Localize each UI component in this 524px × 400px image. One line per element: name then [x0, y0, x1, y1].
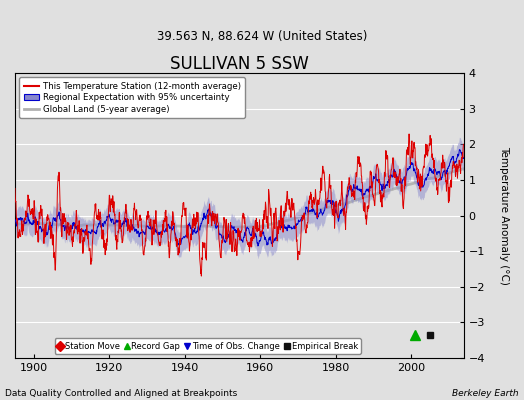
Text: 39.563 N, 88.624 W (United States): 39.563 N, 88.624 W (United States)	[157, 30, 367, 43]
Text: Berkeley Earth: Berkeley Earth	[452, 389, 519, 398]
Text: Data Quality Controlled and Aligned at Breakpoints: Data Quality Controlled and Aligned at B…	[5, 389, 237, 398]
Legend: Station Move, Record Gap, Time of Obs. Change, Empirical Break: Station Move, Record Gap, Time of Obs. C…	[55, 338, 361, 354]
Title: SULLIVAN 5 SSW: SULLIVAN 5 SSW	[170, 55, 309, 73]
Y-axis label: Temperature Anomaly (°C): Temperature Anomaly (°C)	[499, 146, 509, 285]
